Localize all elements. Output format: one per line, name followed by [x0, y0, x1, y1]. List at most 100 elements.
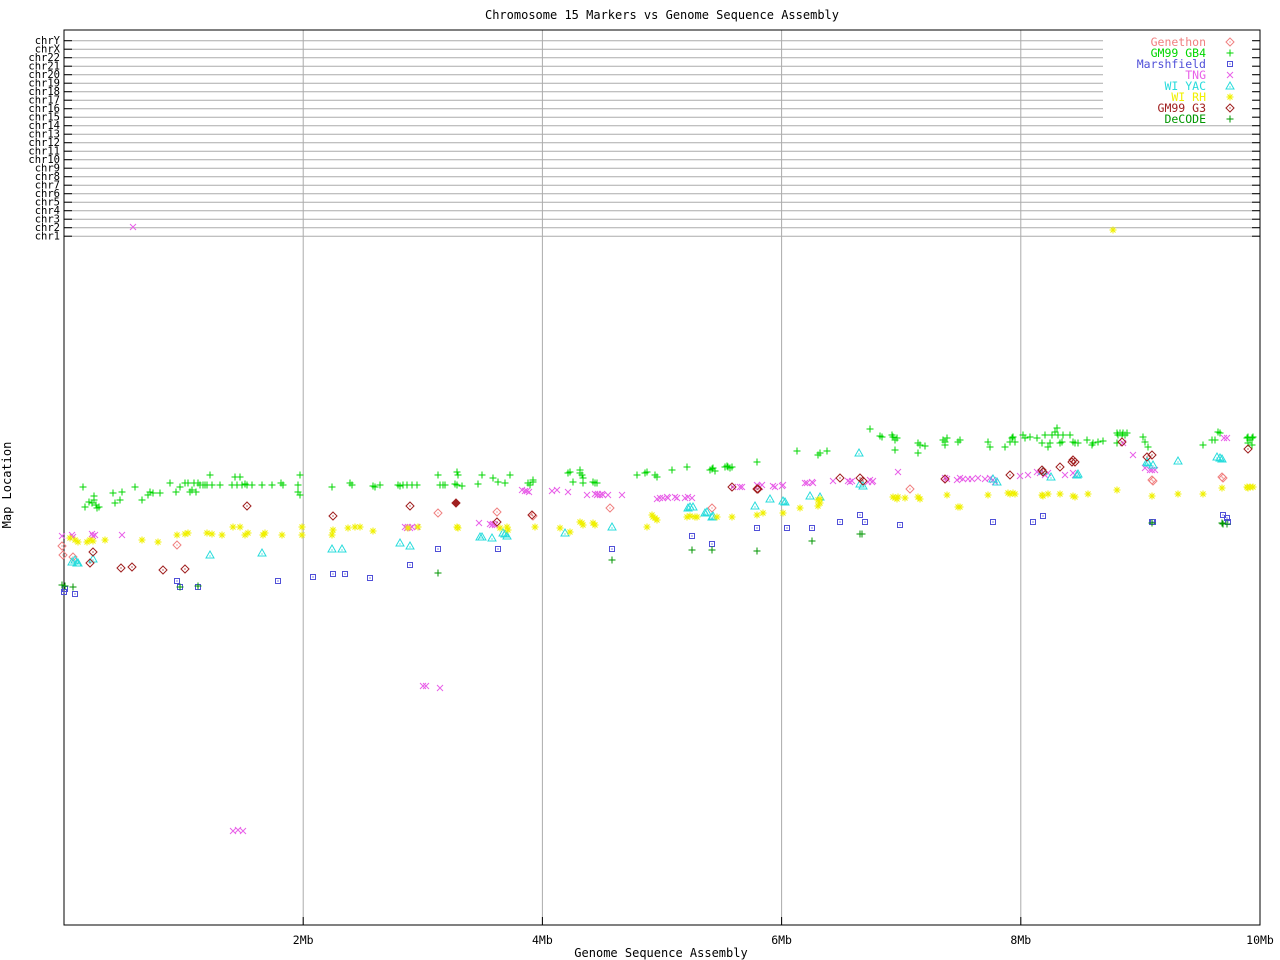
data-point: [118, 488, 126, 496]
data-point: [988, 473, 998, 483]
data-point: [296, 471, 304, 479]
data-point: [1199, 490, 1207, 498]
data-point: [814, 502, 822, 510]
data-point: [1249, 433, 1257, 441]
data-point: [90, 492, 98, 500]
data-point: [793, 447, 801, 455]
data-point: [298, 531, 306, 539]
x-tick-label-6Mb: 6Mb: [771, 933, 792, 947]
y-tick-label-chr20: chr20: [28, 69, 60, 81]
data-point: [376, 481, 384, 489]
data-point: [753, 547, 761, 555]
data-point: [801, 479, 809, 487]
legend-marker-cross: [1226, 71, 1234, 79]
data-point: [337, 543, 347, 553]
legend-label: WI RH: [1171, 90, 1206, 104]
data-point: [257, 547, 267, 557]
data-point: [1211, 436, 1219, 444]
data-point: [1008, 434, 1016, 442]
data-point: [328, 511, 338, 521]
points-layer: [57, 223, 1257, 835]
data-point: [1218, 473, 1228, 483]
axis-label-layer: chrYchrXchr22chr21chr20chr19chr18chr17ch…: [28, 35, 1274, 947]
data-point: [959, 475, 967, 483]
data-point: [968, 475, 976, 483]
data-point: [848, 477, 856, 485]
data-point: [279, 481, 287, 489]
data-point: [89, 532, 97, 540]
x-tick-label-2Mb: 2Mb: [293, 933, 314, 947]
data-point: [523, 487, 531, 495]
data-point: [548, 487, 556, 495]
y-tick-label-chr6: chr6: [35, 188, 60, 200]
data-point: [396, 482, 404, 490]
data-point: [1174, 490, 1182, 498]
data-point: [86, 536, 94, 544]
data-point: [1224, 515, 1230, 521]
data-point: [921, 442, 929, 450]
data-point: [728, 513, 736, 521]
data-point: [1059, 431, 1067, 439]
y-tick-label-chr12: chr12: [28, 137, 60, 149]
data-point: [608, 556, 616, 564]
data-point: [729, 483, 737, 491]
data-point: [683, 513, 691, 521]
data-point: [58, 550, 68, 560]
data-point: [176, 483, 184, 491]
data-point: [596, 491, 604, 499]
data-point: [131, 483, 139, 491]
legend-marker-plus: [1226, 49, 1234, 57]
data-point: [526, 481, 534, 489]
data-point: [194, 582, 202, 590]
legend-row-gm99-gb4: GM99 GB4: [1151, 46, 1234, 60]
data-point: [633, 471, 641, 479]
data-point: [129, 223, 137, 231]
data-point: [1044, 443, 1052, 451]
y-tick-label-chr1: chr1: [35, 231, 60, 243]
data-point: [1038, 439, 1046, 447]
data-point: [525, 488, 533, 496]
y-tick-label-chr16: chr16: [28, 103, 60, 115]
data-point: [116, 496, 124, 504]
data-point: [727, 482, 737, 492]
data-point: [111, 499, 119, 507]
data-point: [433, 508, 443, 518]
data-point: [835, 473, 845, 483]
data-point: [578, 471, 586, 479]
data-point: [138, 496, 146, 504]
data-point: [809, 479, 817, 487]
data-point: [1147, 450, 1157, 460]
data-point: [941, 441, 949, 449]
data-point: [127, 562, 137, 572]
data-point: [823, 447, 831, 455]
data-point: [891, 446, 899, 454]
data-point: [1148, 519, 1156, 527]
data-point: [738, 483, 746, 491]
data-point: [943, 475, 951, 483]
data-point: [149, 489, 157, 497]
y-tick-label-chr3: chr3: [35, 214, 60, 226]
data-point: [367, 575, 373, 581]
data-point: [814, 496, 822, 504]
data-point: [688, 494, 696, 502]
data-point: [599, 491, 607, 499]
data-point: [1039, 492, 1047, 500]
data-point: [956, 436, 964, 444]
data-point: [154, 538, 162, 546]
data-point: [858, 530, 866, 538]
data-point: [419, 682, 427, 690]
data-point: [754, 525, 760, 531]
data-point: [609, 546, 615, 552]
data-point: [344, 524, 352, 532]
data-point: [422, 682, 430, 690]
data-point: [689, 533, 695, 539]
data-point: [348, 481, 356, 489]
data-point: [1069, 492, 1077, 500]
data-point: [453, 481, 461, 489]
data-point: [736, 483, 744, 491]
data-point: [1048, 431, 1056, 439]
y-tick-label-chr14: chr14: [28, 120, 60, 132]
legend-label: DeCODE: [1164, 112, 1206, 126]
data-point: [242, 501, 252, 511]
